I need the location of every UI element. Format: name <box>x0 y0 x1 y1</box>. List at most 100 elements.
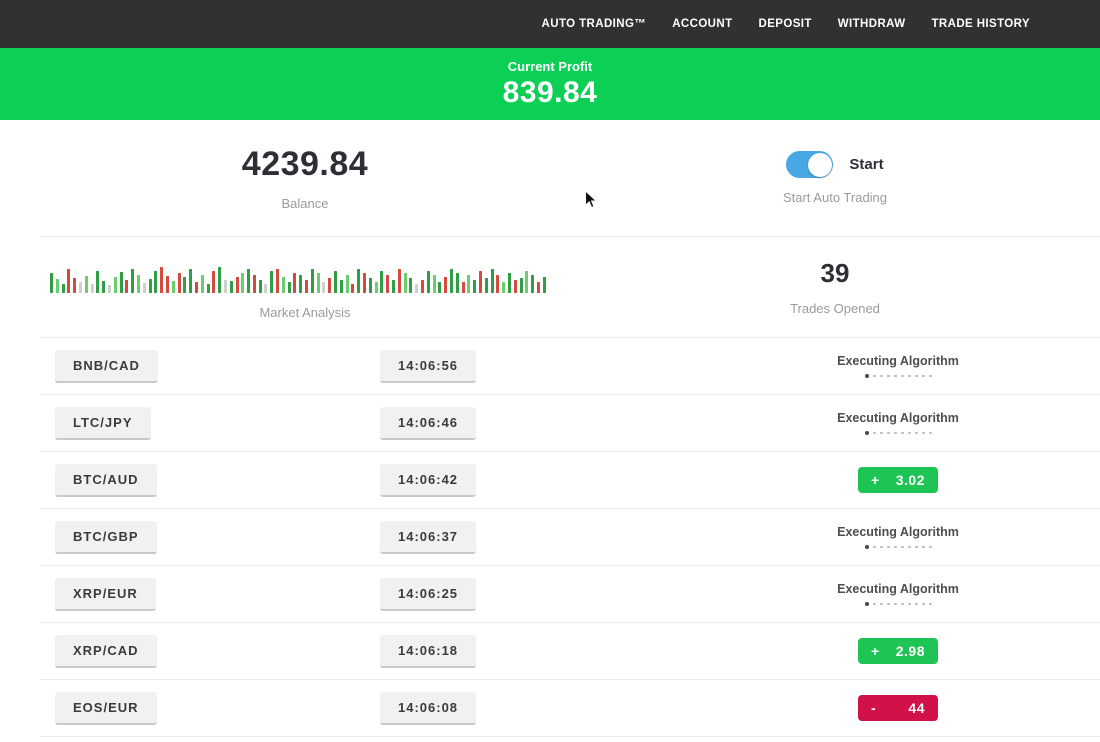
nav-item-account[interactable]: ACCOUNT <box>672 18 733 30</box>
chart-bar <box>473 279 477 293</box>
table-row: XRP/EUR 14:06:25 Executing Algorithm <box>40 566 1100 623</box>
nav-item-auto-trading[interactable]: AUTO TRADING™ <box>541 18 647 30</box>
chart-bar <box>392 279 396 293</box>
pair-button[interactable]: XRP/EUR <box>55 577 156 611</box>
auto-trading-toggle[interactable] <box>786 151 834 178</box>
chart-bar <box>142 282 146 293</box>
chart-bar <box>513 279 517 293</box>
progress-dot-icon <box>908 374 911 378</box>
progress-dot-icon <box>929 374 932 378</box>
time-button[interactable]: 14:06:25 <box>380 577 477 611</box>
executing-algorithm-label: Executing Algorithm <box>837 582 959 596</box>
chart-bar <box>322 281 326 293</box>
table-row: LTC/JPY 14:06:46 Executing Algorithm <box>40 395 1100 452</box>
table-row: BTC/GBP 14:06:37 Executing Algorithm <box>40 509 1100 566</box>
progress-dot-icon <box>873 545 876 549</box>
trades-list: BNB/CAD 14:06:56 Executing Algorithm LTC… <box>40 338 1100 737</box>
table-row: EOS/EUR 14:06:08 - 44 <box>40 680 1100 737</box>
market-section: Market Analysis 39 Trades Opened <box>40 237 1100 338</box>
toggle-knob-icon <box>807 152 832 177</box>
chart-bar <box>119 271 123 293</box>
chart-bar <box>421 279 424 293</box>
pair-button[interactable]: BTC/GBP <box>55 520 157 554</box>
chart-bar <box>449 268 453 293</box>
pair-button[interactable]: XRP/CAD <box>55 634 157 668</box>
chart-bar <box>415 283 419 293</box>
pair-button[interactable]: BTC/AUD <box>55 463 157 497</box>
progress-dot-icon <box>908 431 911 435</box>
chart-bar <box>490 268 494 293</box>
progress-dots <box>864 545 932 549</box>
time-button[interactable]: 14:06:37 <box>380 520 477 554</box>
progress-dot-icon <box>864 431 869 435</box>
chart-bar <box>426 270 430 293</box>
chart-bar <box>189 268 193 293</box>
nav-item-withdraw[interactable]: WITHDRAW <box>837 18 906 30</box>
trades-opened-block: 39 Trades Opened <box>570 237 1100 337</box>
chart-bar <box>328 277 332 293</box>
chart-bar <box>96 270 100 293</box>
chart-bar <box>455 272 459 293</box>
chart-bar <box>374 281 378 293</box>
table-row: BTC/AUD 14:06:42 +3.02 <box>40 452 1100 509</box>
chart-bar <box>507 272 511 293</box>
main-content: 4239.84 Balance Start Start Auto Trading… <box>40 120 1100 737</box>
progress-dot-icon <box>915 431 918 435</box>
chart-bar <box>136 274 140 293</box>
result-value: 3.02 <box>895 472 925 488</box>
chart-bar <box>536 281 540 293</box>
chart-bar <box>264 283 268 293</box>
auto-trading-label: Start Auto Trading <box>782 190 888 205</box>
chart-bar <box>90 283 94 293</box>
current-profit-value: 839.84 <box>502 75 598 109</box>
progress-dot-icon <box>887 374 890 378</box>
chart-bar <box>107 284 111 293</box>
chart-bar <box>409 277 413 293</box>
current-profit-label: Current Profit <box>507 58 593 74</box>
balance-label: Balance <box>281 196 329 211</box>
chart-bar <box>67 268 71 293</box>
auto-trading-block: Start Start Auto Trading <box>570 120 1100 236</box>
result-value: 44 <box>908 700 925 716</box>
chart-bar <box>148 278 152 293</box>
pair-button[interactable]: EOS/EUR <box>55 691 157 725</box>
chart-bar <box>525 270 529 293</box>
pair-button[interactable]: LTC/JPY <box>55 406 151 440</box>
pair-button[interactable]: BNB/CAD <box>55 349 158 383</box>
chart-bar <box>502 281 506 293</box>
chart-bar <box>478 270 482 293</box>
progress-dot-icon <box>864 374 869 378</box>
chart-bar <box>345 274 349 293</box>
balance-section: 4239.84 Balance Start Start Auto Trading <box>40 120 1100 237</box>
chart-bar <box>403 272 407 293</box>
chart-bar <box>461 281 465 293</box>
time-button[interactable]: 14:06:08 <box>380 691 477 725</box>
result-badge: - 44 <box>858 695 938 721</box>
chart-bar <box>380 270 384 293</box>
progress-dot-icon <box>880 431 883 435</box>
executing-algorithm-label: Executing Algorithm <box>837 354 959 368</box>
chart-bar <box>432 274 436 293</box>
progress-dot-icon <box>873 374 876 378</box>
progress-dot-icon <box>915 602 918 606</box>
table-row: BNB/CAD 14:06:56 Executing Algorithm <box>40 338 1100 395</box>
chart-bar <box>61 283 65 293</box>
chart-bar <box>235 276 239 293</box>
progress-dot-icon <box>887 602 890 606</box>
chart-bar <box>444 276 448 293</box>
nav-item-deposit[interactable]: DEPOSIT <box>758 18 812 30</box>
time-button[interactable]: 14:06:46 <box>380 406 477 440</box>
time-button[interactable]: 14:06:56 <box>380 349 477 383</box>
executing-algorithm-label: Executing Algorithm <box>837 411 959 425</box>
time-button[interactable]: 14:06:18 <box>380 634 477 668</box>
balance-block: 4239.84 Balance <box>40 120 570 236</box>
time-button[interactable]: 14:06:42 <box>380 463 477 497</box>
progress-dot-icon <box>915 545 918 549</box>
progress-dot-icon <box>894 431 897 435</box>
chart-bar <box>357 268 361 293</box>
nav-item-trade-history[interactable]: TRADE HISTORY <box>931 18 1030 30</box>
progress-dot-icon <box>908 602 911 606</box>
progress-dot-icon <box>864 545 869 549</box>
progress-dot-icon <box>929 602 932 606</box>
chart-bar <box>299 274 303 293</box>
